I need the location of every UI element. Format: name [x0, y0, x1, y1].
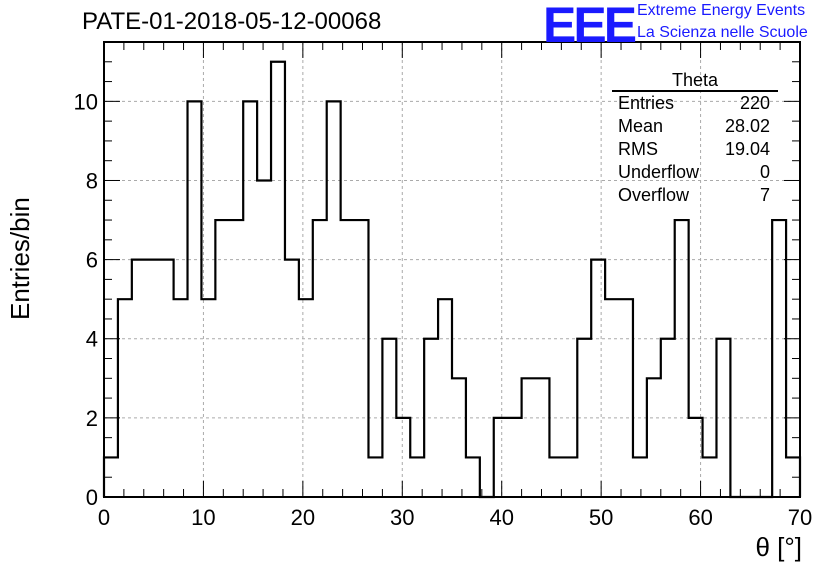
y-tick-label: 10	[74, 89, 98, 114]
x-tick-label: 10	[191, 505, 215, 530]
stats-value: 19.04	[724, 139, 770, 159]
y-tick-label: 0	[86, 485, 98, 510]
y-axis-label: Entries/bin	[5, 197, 35, 320]
x-tick-label: 20	[291, 505, 315, 530]
stats-row-rms: RMS 19.04	[612, 138, 778, 161]
logo-line-2: La Scienza nelle Scuole	[637, 24, 808, 41]
x-tick-label: 50	[589, 505, 613, 530]
y-tick-label: 8	[86, 168, 98, 193]
y-tick-label: 2	[86, 406, 98, 431]
x-tick-label: 40	[489, 505, 513, 530]
stats-row-mean: Mean 28.02	[612, 115, 778, 138]
stats-value: 0	[759, 162, 770, 182]
stats-value: 28.02	[724, 116, 770, 136]
eee-logo: EEE	[543, 0, 637, 53]
stats-label: RMS	[618, 139, 658, 159]
axis-ticks	[103, 41, 801, 498]
stats-row-underflow: Underflow 0	[612, 161, 778, 184]
histogram-outline	[102, 60, 802, 499]
stats-label: Overflow	[618, 185, 690, 205]
logo-line-1: Extreme Energy Events	[637, 2, 806, 19]
y-tick-label: 4	[86, 327, 98, 352]
stats-row-entries: Entries 220	[612, 92, 778, 115]
x-axis-label: θ [°]	[755, 532, 802, 562]
stats-box: Theta Entries 220 Mean 28.02 RMS 19.04 U…	[612, 70, 778, 207]
stats-title: Theta	[612, 70, 778, 92]
chart-title: PATE-01-2018-05-12-00068	[82, 8, 382, 35]
stats-row-overflow: Overflow 7	[612, 184, 778, 207]
stats-label: Underflow	[618, 162, 700, 182]
x-tick-label: 60	[688, 505, 712, 530]
stats-value: 220	[739, 93, 770, 113]
x-tick-label: 0	[98, 505, 110, 530]
plot-frame	[103, 41, 801, 498]
stats-label: Entries	[618, 93, 675, 113]
stats-value: 7	[759, 185, 770, 205]
y-tick-label: 6	[86, 248, 98, 273]
x-tick-label: 30	[390, 505, 414, 530]
x-tick-label: 70	[788, 505, 812, 530]
stats-label: Mean	[618, 116, 664, 136]
